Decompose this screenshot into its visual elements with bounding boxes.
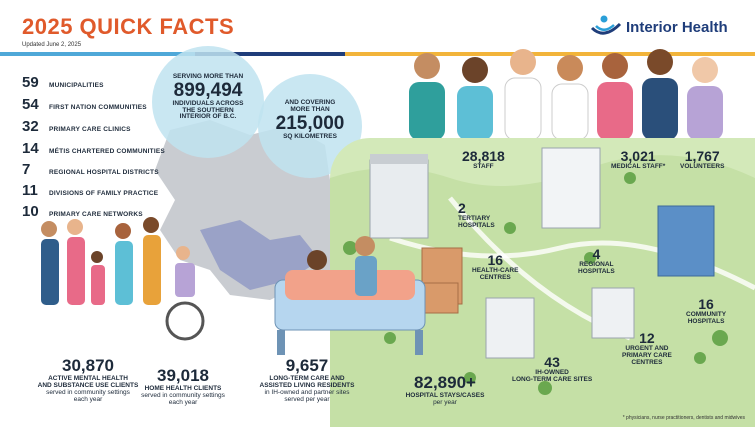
- population-pre: SERVING MORE THAN: [172, 73, 244, 80]
- home-health-sub2: each year: [168, 399, 198, 407]
- left-stat-label: PRIMARY CARE NETWORKS: [49, 211, 143, 218]
- left-stat-row: 11 DIVISIONS OF FAMILY PRACTICE: [22, 182, 158, 199]
- population-line3: INTERIOR OF B.C.: [179, 113, 237, 121]
- population-line1: INDIVIDUALS ACROSS: [172, 99, 244, 107]
- left-stat-value: 32: [22, 118, 39, 135]
- tertiary-value: 2: [458, 200, 466, 216]
- home-health-sub1: served in community settings: [141, 391, 225, 399]
- community-value: 16: [698, 296, 714, 312]
- home-health-stat: 39,018 HOME HEALTH CLIENTS served in com…: [118, 367, 248, 406]
- volunteers-stat: 1,767 VOLUNTEERS: [680, 148, 724, 171]
- left-stat-label: MÉTIS CHARTERED COMMUNITIES: [49, 148, 165, 155]
- left-stat-row: 54 FIRST NATION COMMUNITIES: [22, 96, 147, 113]
- family-illustration: [35, 215, 215, 355]
- left-stat-label: REGIONAL HOSPITAL DISTRICTS: [49, 169, 159, 176]
- urgent-label1: URGENT AND: [625, 345, 669, 352]
- area-pre1: AND COVERING: [284, 99, 336, 106]
- home-health-label1: HOME HEALTH CLIENTS: [144, 384, 222, 392]
- ltc-residents-stat: 9,657 LONG-TERM CARE AND ASSISTED LIVING…: [232, 356, 382, 404]
- left-stat-label: FIRST NATION COMMUNITIES: [49, 104, 147, 111]
- hospital-stays-stat: 82,890+ HOSPITAL STAYS/CASES per year: [385, 374, 505, 406]
- community-label1: COMMUNITY: [686, 311, 727, 318]
- updated-date: Updated June 2, 2025: [22, 42, 82, 48]
- medical-staff-stat: 3,021 MEDICAL STAFF*: [611, 148, 665, 171]
- regional-label2: HOSPITALS: [578, 267, 615, 275]
- tertiary-hospitals-stat: 2 TERTIARY HOSPITALS: [458, 200, 495, 230]
- population-value: 899,494: [173, 79, 243, 101]
- hospital-stays-label1: HOSPITAL STAYS/CASES: [405, 391, 485, 399]
- left-stat-label: MUNICIPALITIES: [49, 82, 104, 89]
- staff-illustration: [405, 44, 735, 141]
- ltc-residents-sub2: served per year: [284, 396, 330, 404]
- left-stat-row: 59 MUNICIPALITIES: [22, 74, 104, 91]
- mental-health-label2: AND SUBSTANCE USE CLIENTS: [37, 381, 139, 389]
- area-post: SQ KILOMETRES: [283, 132, 337, 140]
- health-centres-label2: CENTRES: [479, 273, 511, 281]
- community-hospitals-stat: 16 COMMUNITY HOSPITALS: [686, 296, 726, 326]
- left-stat-value: 14: [22, 140, 39, 157]
- staff-value: 28,818: [462, 148, 505, 164]
- ltc-sites-stat: 43 IH-OWNED LONG-TERM CARE SITES: [512, 354, 592, 384]
- tertiary-label2: HOSPITALS: [458, 221, 495, 229]
- urgent-label3: CENTRES: [631, 358, 663, 366]
- staff-stat: 28,818 STAFF: [462, 148, 505, 171]
- health-centres-stat: 16 HEALTH-CARE CENTRES: [472, 252, 518, 282]
- left-stat-row: 14 MÉTIS CHARTERED COMMUNITIES: [22, 140, 165, 157]
- ltc-label2: LONG-TERM CARE SITES: [512, 375, 593, 383]
- ltc-label1: IH-OWNED: [535, 369, 569, 376]
- left-stat-value: 7: [22, 161, 31, 178]
- footnote: * physicians, nurse practitioners, denti…: [622, 415, 745, 421]
- page-title: 2025 QUICK FACTS: [22, 14, 235, 39]
- urgent-value: 12: [639, 330, 655, 346]
- color-bar: [0, 52, 755, 56]
- medical-staff-value: 3,021: [620, 148, 656, 164]
- population-circle: [152, 46, 264, 158]
- left-stat-value: 10: [22, 203, 39, 220]
- staff-label: STAFF: [473, 163, 494, 170]
- interior-health-logo-icon: [590, 14, 622, 40]
- mental-health-label1: ACTIVE MENTAL HEALTH: [48, 374, 128, 382]
- ltc-residents-sub1: in IH-owned and partner sites: [264, 389, 350, 397]
- mental-health-sub1: served in community settings: [46, 389, 130, 397]
- volunteers-value: 1,767: [684, 148, 720, 164]
- left-stat-row: 7 REGIONAL HOSPITAL DISTRICTS: [22, 161, 159, 178]
- left-stat-row: 32 PRIMARY CARE CLINICS: [22, 118, 131, 135]
- left-stat-value: 11: [22, 182, 38, 199]
- hospital-stays-value: 82,890+: [414, 373, 476, 392]
- left-stat-row: 10 PRIMARY CARE NETWORKS: [22, 203, 143, 220]
- health-centres-value: 16: [487, 252, 504, 268]
- tertiary-label1: TERTIARY: [458, 215, 491, 222]
- hospital-stays-sub1: per year: [433, 398, 457, 406]
- brand-name: Interior Health: [626, 19, 728, 36]
- facilities-illustration: [330, 138, 755, 427]
- left-stat-value: 54: [22, 96, 39, 113]
- mental-health-sub2: each year: [73, 396, 103, 404]
- regional-value: 4: [592, 246, 601, 262]
- home-health-value: 39,018: [157, 366, 209, 385]
- community-label2: HOSPITALS: [687, 317, 725, 325]
- health-centres-label1: HEALTH-CARE: [472, 267, 519, 274]
- medical-staff-label: MEDICAL STAFF*: [611, 163, 666, 170]
- ltc-residents-value: 9,657: [285, 356, 329, 375]
- regional-label1: REGIONAL: [579, 261, 614, 268]
- mental-health-value: 30,870: [62, 356, 114, 375]
- ltc-value: 43: [544, 354, 560, 370]
- left-stat-label: PRIMARY CARE CLINICS: [49, 126, 131, 133]
- ltc-residents-label1: LONG-TERM CARE AND: [269, 374, 345, 382]
- left-stat-label: DIVISIONS OF FAMILY PRACTICE: [49, 190, 159, 197]
- area-pre2: MORE THAN: [290, 105, 330, 113]
- left-stat-value: 59: [22, 74, 39, 91]
- mental-health-stat: 30,870 ACTIVE MENTAL HEALTH AND SUBSTANC…: [18, 356, 158, 404]
- area-value: 215,000: [275, 112, 345, 134]
- population-line2: THE SOUTHERN: [182, 106, 234, 114]
- urgent-label2: PRIMARY CARE: [622, 351, 672, 359]
- volunteers-label: VOLUNTEERS: [680, 163, 725, 170]
- ltc-residents-label2: ASSISTED LIVING RESIDENTS: [259, 381, 355, 389]
- urgent-care-stat: 12 URGENT AND PRIMARY CARE CENTRES: [622, 330, 672, 366]
- regional-hospitals-stat: 4 REGIONAL HOSPITALS: [578, 246, 615, 276]
- hospital-bed-illustration: [265, 230, 435, 360]
